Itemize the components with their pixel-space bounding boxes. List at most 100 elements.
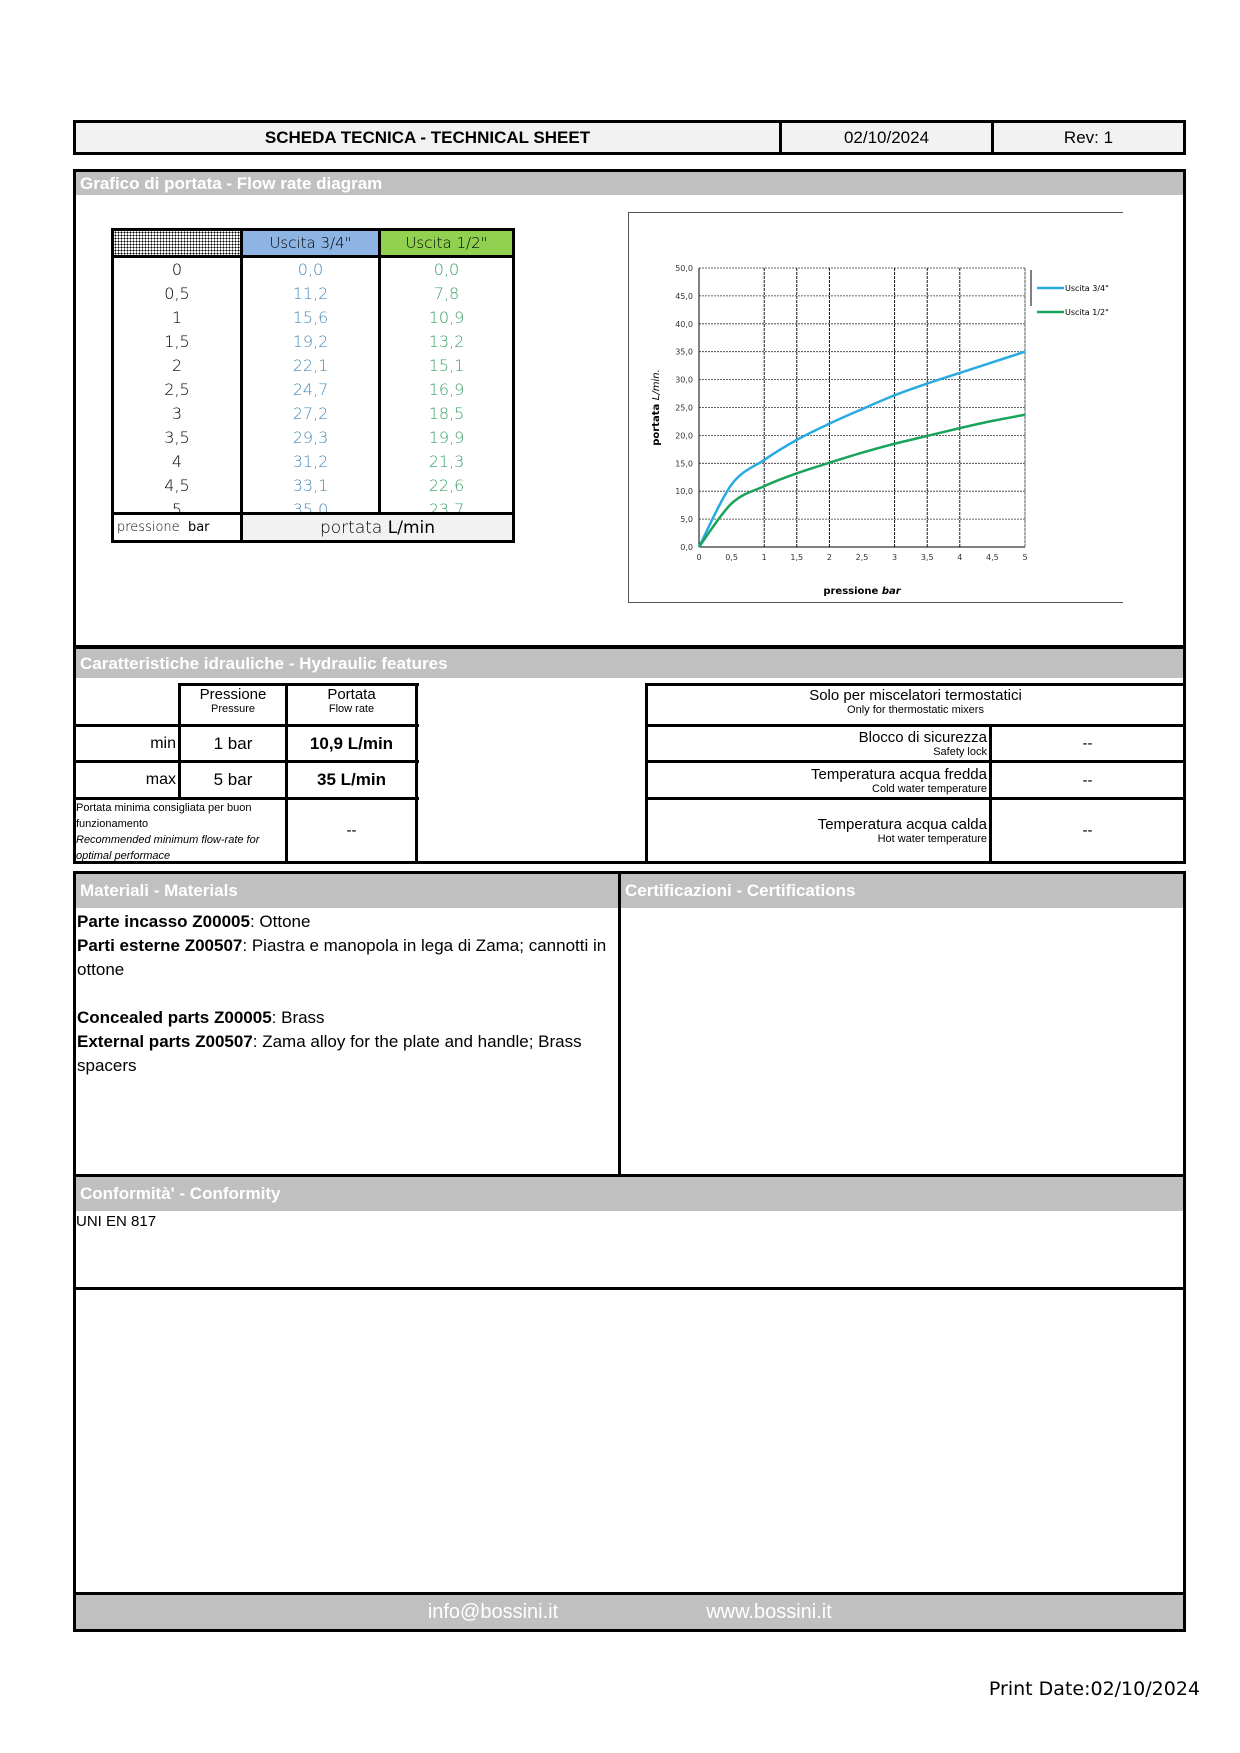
document-title: SCHEDA TECNICA - TECHNICAL SHEET <box>264 127 591 147</box>
thermostatic-row-value: -- <box>1082 771 1093 789</box>
table-cell: 19,2 <box>292 332 329 351</box>
y-axis-label: portata L/min. <box>651 369 662 446</box>
min-pressure: 1 bar <box>213 733 253 753</box>
thermostatic-title: Solo per miscelatori termostatici <box>809 687 1022 704</box>
footer-pressure-label: pressione bar <box>117 515 240 540</box>
table-cell: 24,7 <box>292 380 329 399</box>
material-part: Concealed parts Z00005 <box>77 1008 272 1027</box>
table-corner-pattern <box>114 231 240 255</box>
divider <box>618 871 621 1177</box>
footer-email-link[interactable]: info@bossini.it <box>427 1600 559 1623</box>
table-cell: 4 <box>171 452 183 471</box>
material-desc: : Ottone <box>249 912 311 931</box>
y-tick-label: 45,0 <box>675 292 693 301</box>
table-cell: 0,0 <box>297 260 324 279</box>
table-cell: 33,1 <box>292 476 329 495</box>
table-cell: 22,6 <box>428 476 465 495</box>
table-cell: 15,6 <box>292 308 329 327</box>
table-cell: 10,9 <box>428 308 465 327</box>
flow-chart-frame: 0,0 5,0 10,0 15,0 20,0 25,0 30,0 35,0 40,0 45,0 50… <box>628 212 1127 603</box>
divider <box>645 724 1186 727</box>
x-tick-label: 4,5 <box>986 553 999 562</box>
pressure-heading: Pressione <box>199 686 267 703</box>
conformity-title: Conformità' - Conformity <box>76 1177 1183 1211</box>
table-cell: 1 <box>171 308 183 327</box>
header-date: 02/10/2024 <box>843 127 930 147</box>
table-cell: 22,1 <box>292 356 329 375</box>
footer-website-link[interactable]: www.bossini.it <box>706 1600 832 1623</box>
x-tick-label: 3,5 <box>921 553 934 562</box>
x-tick-label: 5 <box>1022 553 1027 562</box>
material-desc: : Piastra e manopola in lega di Zama; ca… <box>77 936 607 979</box>
table-cell: 3,5 <box>164 428 190 447</box>
divider <box>240 231 243 540</box>
x-tick-label: 4 <box>957 553 962 562</box>
table-cell: 16,9 <box>428 380 465 399</box>
material-line: Parti esterne Z00507: Piastra e manopola… <box>77 934 607 982</box>
table-cell: 0,0 <box>433 260 460 279</box>
series-line <box>697 413 1026 548</box>
conformity-section <box>73 1174 1186 1290</box>
y-tick-label: 10,0 <box>675 487 693 496</box>
table-cell: 2,5 <box>164 380 190 399</box>
pressure-subheading: Pressure <box>210 703 256 715</box>
thermostatic-row-value: -- <box>1082 735 1093 752</box>
x-axis-label: pressione bar <box>823 586 901 597</box>
header-bar <box>73 120 1186 155</box>
flow-rate-chart: 0,05,010,015,020,025,030,035,040,045,050… <box>651 264 1127 597</box>
flow-unit: L/min <box>387 517 436 538</box>
certifications-title: Certificazioni - Certifications <box>621 874 1183 908</box>
recommended-flow-value: -- <box>346 822 357 839</box>
divider <box>645 797 1186 800</box>
table-cell: 18,5 <box>428 404 465 423</box>
material-line: External parts Z00507: Zama alloy for th… <box>77 1030 607 1078</box>
table-cell: 7,8 <box>433 284 460 303</box>
column-header-uscita-12: Uscita 1/2" <box>381 231 512 255</box>
y-tick-label: 50,0 <box>675 264 693 273</box>
thermostatic-row-label: Temperatura acqua calda Hot water temper… <box>648 800 987 861</box>
y-tick-label: 15,0 <box>675 459 693 468</box>
blank-area <box>73 1287 1186 1632</box>
divider <box>285 683 288 863</box>
table-cell: 5 <box>171 500 183 519</box>
y-tick-label: 30,0 <box>675 376 693 385</box>
table-cell: 4,5 <box>164 476 190 495</box>
pressure-unit: bar <box>187 520 210 535</box>
material-desc: : Brass <box>271 1008 325 1027</box>
material-part: Parti esterne Z00507 <box>77 936 243 955</box>
divider <box>73 678 76 864</box>
x-tick-label: 0 <box>696 553 701 562</box>
flow-header: Portata Flow rate <box>288 686 415 715</box>
flow-label: portata <box>319 517 383 538</box>
recommended-en: Recommended minimum flow-rate for optima… <box>76 834 260 862</box>
material-desc: : Zama alloy for the plate and handle; B… <box>77 1032 582 1075</box>
x-tick-label: 3 <box>892 553 897 562</box>
divider <box>1183 678 1186 864</box>
max-pressure: 5 bar <box>213 770 253 789</box>
materials-text: Parte incasso Z00005: Ottone Parti estern… <box>77 910 607 1078</box>
divider <box>991 120 994 155</box>
thermostatic-row-value: -- <box>1082 822 1093 839</box>
max-flow: 35 L/min <box>317 770 386 789</box>
x-tick-label: 0,5 <box>725 553 738 562</box>
y-tick-label: 35,0 <box>675 348 693 357</box>
row-label: Temperatura acqua fredda <box>811 765 987 783</box>
flow-subheading: Flow rate <box>328 703 375 715</box>
table-cell: 27,2 <box>292 404 329 423</box>
x-tick-label: 1 <box>762 553 767 562</box>
divider <box>989 724 992 863</box>
x-tick-label: 2,5 <box>856 553 869 562</box>
divider <box>645 683 648 863</box>
recommended-flow-label: Portata minima consigliata per buon funz… <box>76 800 284 864</box>
table-cell: 0 <box>171 260 183 279</box>
y-tick-label: 0,0 <box>680 543 693 552</box>
pressure-header: Pressione Pressure <box>181 686 285 715</box>
divider <box>73 724 419 727</box>
footer-bar <box>76 1592 1183 1629</box>
min-flow: 10,9 L/min <box>309 733 394 753</box>
conformity-text: UNI EN 817 <box>76 1213 157 1230</box>
thermostatic-row-label: Temperatura acqua fredda Cold water temp… <box>648 763 987 797</box>
uscita-12-column: 0,0 7,8 10,9 13,2 15,1 16,9 18,5 19,9 21,3 22,6 23… <box>381 258 512 522</box>
divider <box>415 683 418 863</box>
